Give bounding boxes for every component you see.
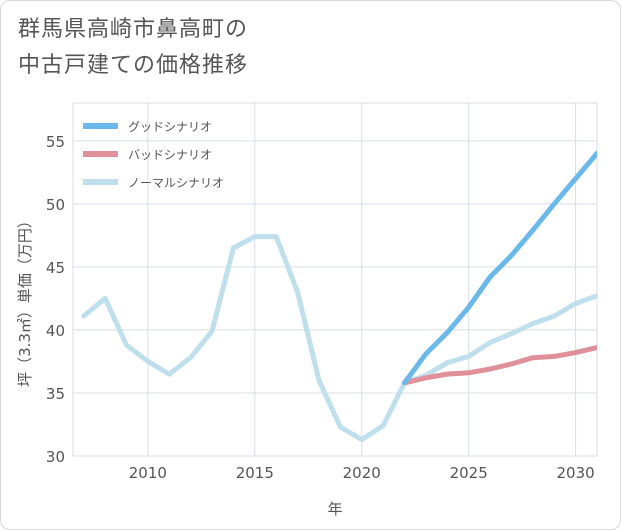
legend-label: ノーマルシナリオ bbox=[128, 176, 224, 190]
x-tick-label: 2025 bbox=[450, 464, 488, 482]
x-tick-label: 2030 bbox=[557, 464, 595, 482]
y-tick-label: 50 bbox=[46, 196, 65, 214]
legend-label: グッドシナリオ bbox=[128, 120, 212, 134]
series-line-1 bbox=[402, 345, 597, 386]
y-tick-label: 30 bbox=[46, 448, 65, 466]
legend-label: バッドシナリオ bbox=[128, 148, 212, 162]
x-axis-label: 年 bbox=[327, 500, 342, 518]
x-tick-label: 2020 bbox=[343, 464, 381, 482]
x-tick-label: 2015 bbox=[236, 464, 274, 482]
y-tick-label: 40 bbox=[46, 322, 65, 340]
chart-title-line2: 中古戸建ての価格推移 bbox=[18, 53, 249, 78]
y-tick-label: 35 bbox=[46, 385, 65, 403]
chart-title: 群馬県高崎市鼻高町の 中古戸建ての価格推移 bbox=[18, 12, 578, 84]
series-line-2 bbox=[81, 234, 597, 443]
y-tick-label: 45 bbox=[46, 259, 65, 277]
series-line-0 bbox=[402, 150, 597, 386]
y-axis-label: 坪（3.3㎡）単価（万円） bbox=[16, 213, 34, 387]
y-tick-label: 55 bbox=[46, 133, 65, 151]
gridlines bbox=[73, 103, 597, 456]
tick-labels: 30 35 40 45 50 55 2010 2015 2020 2025 2030 bbox=[46, 133, 595, 482]
plot-area bbox=[72, 102, 598, 457]
chart-title-line1: 群馬県高崎市鼻高町の bbox=[18, 17, 249, 42]
x-tick-label: 2010 bbox=[129, 464, 167, 482]
series-lines bbox=[81, 150, 597, 443]
